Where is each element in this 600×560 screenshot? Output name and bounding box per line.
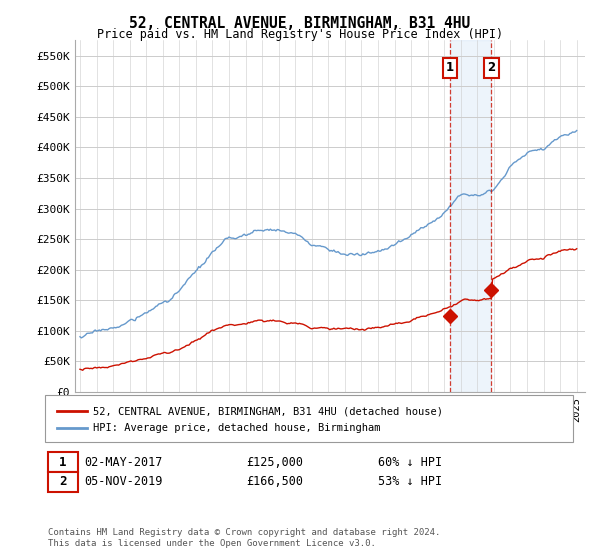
Text: 52, CENTRAL AVENUE, BIRMINGHAM, B31 4HU: 52, CENTRAL AVENUE, BIRMINGHAM, B31 4HU — [130, 16, 470, 31]
Text: Contains HM Land Registry data © Crown copyright and database right 2024.
This d: Contains HM Land Registry data © Crown c… — [48, 528, 440, 548]
Text: 05-NOV-2019: 05-NOV-2019 — [84, 475, 163, 488]
Text: 2: 2 — [487, 62, 496, 74]
Bar — [450, 40, 491, 392]
Text: 60% ↓ HPI: 60% ↓ HPI — [378, 455, 442, 469]
Text: 1: 1 — [59, 455, 67, 469]
Text: 02-MAY-2017: 02-MAY-2017 — [84, 455, 163, 469]
Text: HPI: Average price, detached house, Birmingham: HPI: Average price, detached house, Birm… — [93, 423, 380, 433]
Text: £125,000: £125,000 — [246, 455, 303, 469]
Text: £166,500: £166,500 — [246, 475, 303, 488]
Text: 1: 1 — [446, 62, 454, 74]
Text: 52, CENTRAL AVENUE, BIRMINGHAM, B31 4HU (detached house): 52, CENTRAL AVENUE, BIRMINGHAM, B31 4HU … — [93, 406, 443, 416]
Text: 2: 2 — [59, 475, 67, 488]
Text: 53% ↓ HPI: 53% ↓ HPI — [378, 475, 442, 488]
Text: Price paid vs. HM Land Registry's House Price Index (HPI): Price paid vs. HM Land Registry's House … — [97, 28, 503, 41]
